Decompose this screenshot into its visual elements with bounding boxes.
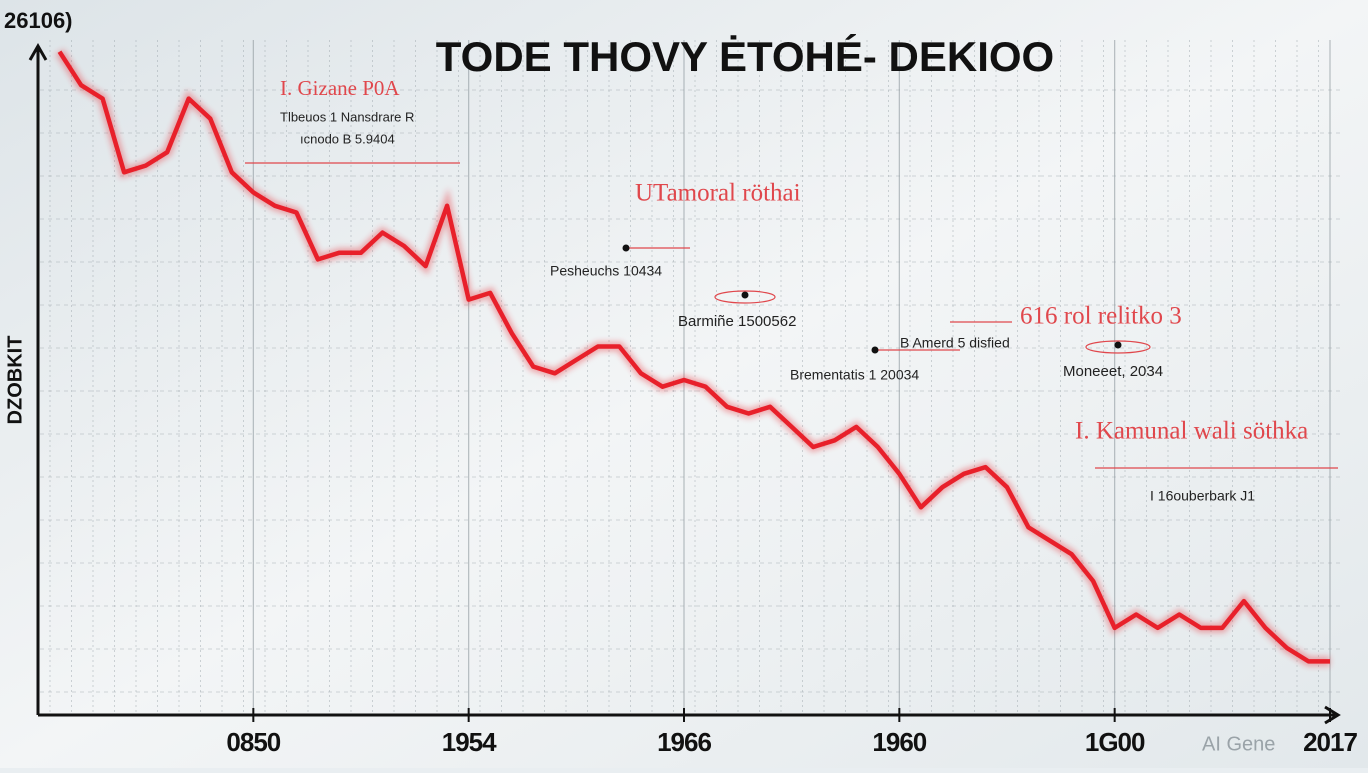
- annotation: Barmiñe 1500562: [678, 313, 796, 330]
- line: [57, 50, 1330, 664]
- y-axis-label: DZOBKIT: [4, 336, 26, 425]
- annotation: I 16ouberbark J1: [1150, 488, 1255, 504]
- marker-ring: [1085, 340, 1151, 354]
- x-tick-label: 1G00: [1085, 727, 1145, 757]
- marker-dot: [741, 291, 749, 299]
- x-tick-label: 1954: [442, 727, 497, 757]
- y-top-label: 26106): [4, 8, 73, 33]
- annotation: Moneeet, 2034: [1063, 363, 1163, 380]
- annotation: I. Gizane P0A: [280, 76, 400, 100]
- chart-title: TODE THOVY ĖTOHÉ- DEKIOO: [436, 33, 1054, 80]
- marker-dot: [622, 244, 630, 252]
- annotation: ıcnodo B 5.9404: [300, 131, 395, 146]
- annotation: Pesheuchs 10434: [550, 263, 662, 279]
- annotation: Tlbeuos 1 Nansdrare R: [280, 109, 414, 124]
- annotation: B Amerd 5 disfied: [900, 335, 1010, 351]
- watermark: AI Gene: [1202, 733, 1275, 755]
- marker-ring: [714, 290, 776, 304]
- marker-dot: [871, 346, 879, 354]
- annotation: 616 rol relitko 3: [1020, 303, 1182, 330]
- y-arrow: [28, 42, 48, 61]
- x-tick-label: 0850: [226, 727, 280, 757]
- x-tick-label: 1966: [657, 727, 711, 757]
- x-tick-label: 2017: [1303, 727, 1357, 757]
- marker-dot: [1114, 341, 1122, 349]
- plot: [55, 48, 1330, 667]
- annotation: UTamoral röthai: [635, 180, 801, 207]
- annotation: I. Kamunal wali söthka: [1075, 418, 1308, 445]
- annotation: Brementatis 1 20034: [790, 367, 919, 383]
- x-tick-label: 1960: [872, 727, 926, 757]
